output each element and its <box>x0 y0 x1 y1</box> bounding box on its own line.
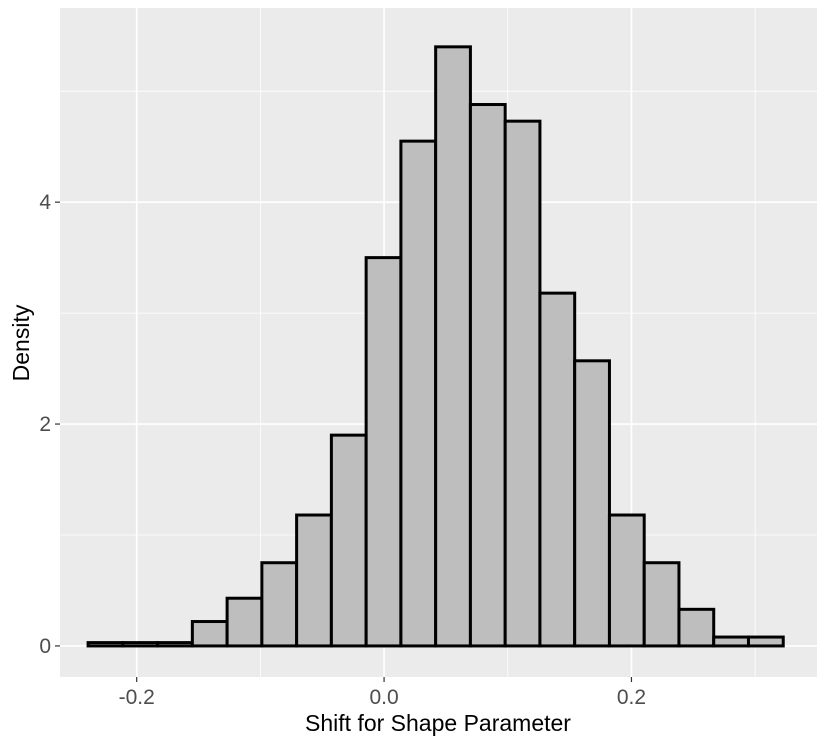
x-axis-title: Shift for Shape Parameter <box>305 710 571 736</box>
histogram-bar <box>399 139 438 648</box>
histogram-bar <box>121 641 160 648</box>
histogram-bar <box>538 291 577 648</box>
histogram-bar <box>295 513 333 648</box>
histogram-bar <box>746 635 785 648</box>
y-axis-title: Density <box>8 304 34 381</box>
histogram-bar <box>329 433 368 648</box>
histogram-bar <box>642 561 681 648</box>
x-tick-label: -0.2 <box>119 686 155 709</box>
histogram-bar <box>260 561 299 648</box>
y-axis-ticks: 0 2 4 <box>39 191 60 658</box>
histogram-bars <box>86 45 785 648</box>
histogram-bar <box>190 620 229 648</box>
y-tick-label: 4 <box>39 191 51 214</box>
histogram-bar <box>364 256 403 648</box>
y-tick-label: 0 <box>39 635 51 658</box>
histogram-bar <box>86 641 125 648</box>
x-tick-label: 0.0 <box>369 686 398 709</box>
histogram-bar <box>573 359 611 648</box>
histogram-bar <box>434 45 472 648</box>
histogram-bar <box>503 119 542 648</box>
x-axis-ticks: -0.2 0.0 0.2 <box>119 677 646 709</box>
histogram-bar <box>712 635 750 648</box>
histogram-bar <box>225 596 264 648</box>
x-tick-label: 0.2 <box>617 686 646 709</box>
histogram-bar <box>607 513 646 648</box>
histogram-bar <box>156 641 194 648</box>
y-tick-label: 2 <box>39 413 51 436</box>
histogram-bar <box>468 103 507 648</box>
histogram-bar <box>677 607 716 648</box>
